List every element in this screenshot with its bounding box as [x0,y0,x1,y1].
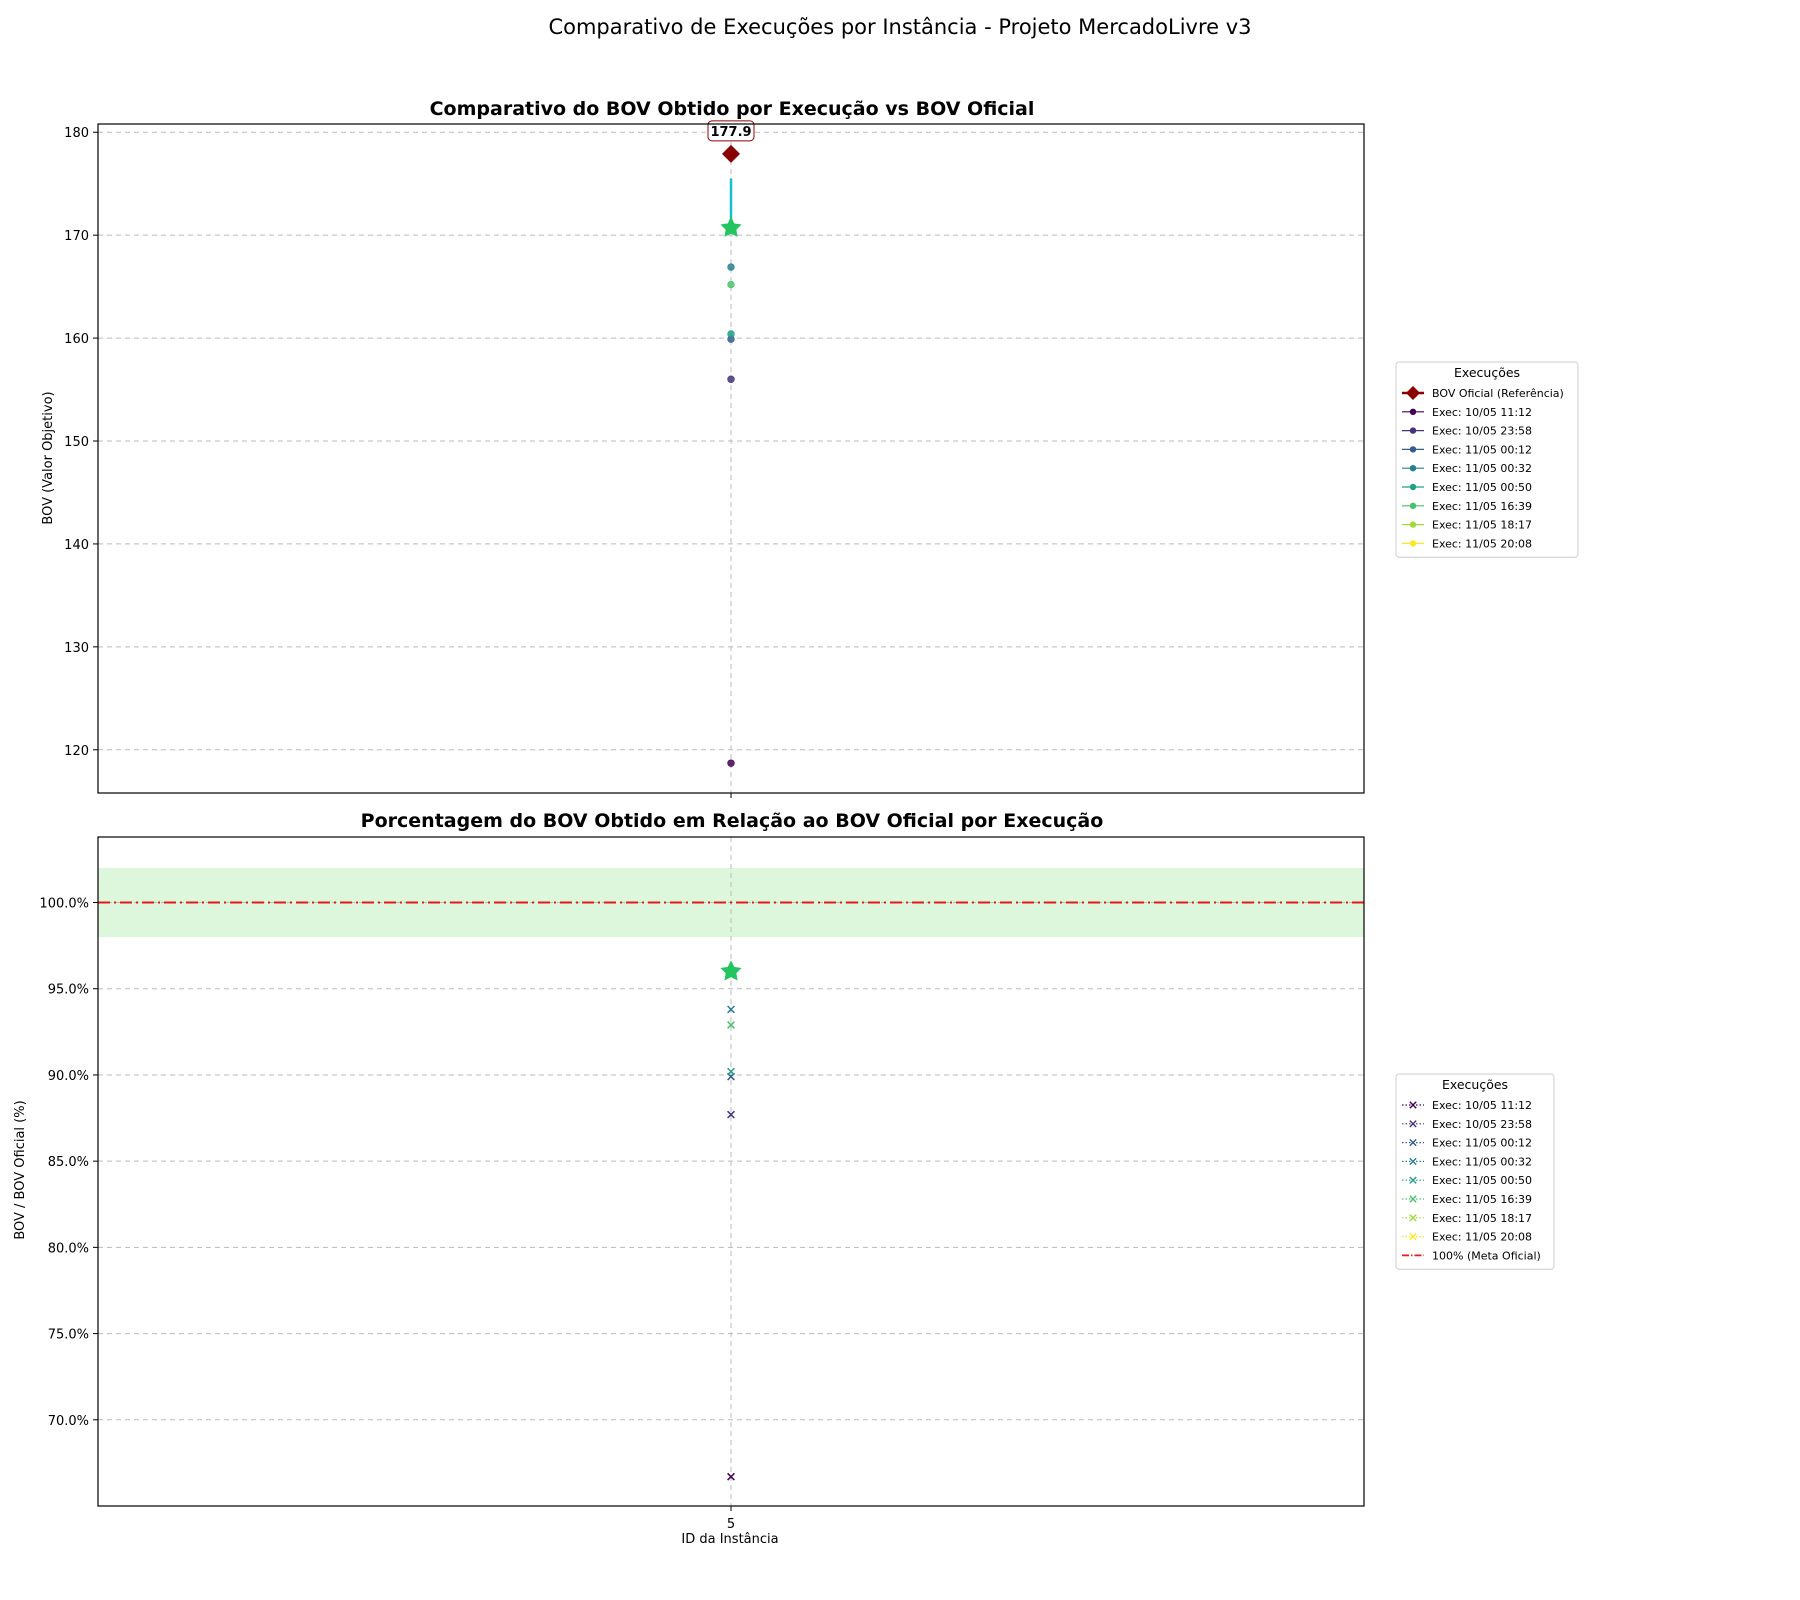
panel2-ylabel: BOV / BOV Oficial (%) [13,1100,28,1239]
legend-entry-label: Exec: 11/05 18:17 [1432,1212,1532,1225]
data-point [727,1067,735,1076]
legend-entry-label: Exec: 11/05 18:17 [1432,519,1532,532]
ytick-label: 130 [64,641,89,656]
legend-entry-label: Exec: 11/05 00:32 [1432,462,1532,475]
figure-suptitle: Comparativo de Execuções por Instância -… [548,15,1251,39]
legend-entry-label: Exec: 11/05 00:12 [1432,1137,1532,1150]
panel2-plot: 70.0% 75.0% 80.0% 85.0% 90.0% 95.0% 100.0% 5 [39,836,1365,1532]
reference-diamond [722,144,740,163]
legend-entry-label: Exec: 10/05 23:58 [1432,1118,1532,1131]
data-point [727,1021,735,1029]
legend-swatch-marker [1409,1120,1417,1128]
legend-entry-label: 100% (Meta Oficial) [1432,1249,1541,1262]
ytick-label: 170 [64,229,89,244]
data-point [727,1005,735,1014]
legend-swatch-marker [1409,502,1417,509]
legend-swatch-marker [1409,446,1417,453]
panel-bov-comparison: Comparativo do BOV Obtido por Execução v… [41,98,1579,798]
panel1-ylabel: BOV (Valor Objetivo) [41,391,56,524]
panel2-xlabel: ID da Instância [681,1532,778,1547]
data-point [727,280,735,289]
xtick-label: 5 [727,1517,735,1532]
axes-frame [97,836,1365,1507]
panel-bov-percentage: Porcentagem do BOV Obtido em Relação ao … [13,810,1555,1547]
legend-entry-label: Exec: 11/05 20:08 [1432,537,1532,550]
legend-entry-label: Exec: 10/05 11:12 [1432,1099,1532,1112]
data-point [727,1110,735,1119]
panel2-title: Porcentagem do BOV Obtido em Relação ao … [361,810,1104,832]
legend-swatch-marker [1409,1101,1417,1109]
ytick-label: 75.0% [48,1328,89,1343]
best-star-marker [720,960,742,981]
data-point [727,759,735,767]
ytick-label: 100.0% [39,897,89,912]
legend-swatch-marker [1409,1157,1417,1166]
panel1-legend: Execuções BOV Oficial (Referência) Exec: 1… [1395,361,1579,558]
panel1-title: Comparativo do BOV Obtido por Execução v… [430,98,1035,120]
ytick-label: 150 [64,435,89,450]
legend-entry-label: Exec: 11/05 20:08 [1432,1231,1532,1244]
ytick-label: 90.0% [48,1069,89,1084]
data-point [727,1472,735,1481]
best-star-marker [720,216,742,237]
ytick-label: 160 [64,332,89,347]
legend-swatch-marker [1409,427,1417,434]
legend-swatch-marker [1409,1195,1417,1203]
ytick-label: 180 [64,126,89,141]
ytick-label: 95.0% [48,983,89,998]
legend-swatch-marker [1409,1138,1417,1147]
panel1-plot: 120 130 140 150 160 170 180 177.9 [64,120,1365,798]
ytick-label: 140 [64,538,89,553]
ytick-label: 120 [64,744,89,759]
legend-entry-label: Exec: 11/05 00:50 [1432,481,1532,494]
legend-swatch-marker [1409,483,1417,491]
data-point [727,375,735,383]
legend-title: Execuções [1442,1077,1508,1092]
ytick-label: 70.0% [48,1414,89,1429]
legend-entry-label: Exec: 11/05 16:39 [1432,1193,1532,1206]
panel2-legend: Execuções Exec: 10/05 11:12 Exec: 10/05 23… [1395,1073,1555,1270]
ytick-label: 80.0% [48,1241,89,1256]
legend-swatch-marker [1409,465,1417,472]
legend-swatch-marker [1409,1214,1417,1222]
reference-label-box [707,120,755,142]
legend-swatch-marker [1409,521,1417,528]
legend-box [1395,361,1579,558]
legend-entry-label: Exec: 11/05 00:12 [1432,443,1532,456]
legend-entry-label: Exec: 10/05 23:58 [1432,425,1532,438]
legend-entry-label: Exec: 10/05 11:12 [1432,406,1532,419]
ytick-label: 85.0% [48,1155,89,1170]
legend-swatch-marker [1409,1176,1417,1184]
legend-entry-label: Exec: 11/05 00:32 [1432,1155,1532,1168]
axes-frame [97,123,1365,794]
legend-swatch-marker [1406,386,1420,400]
legend-swatch-marker [1409,1232,1417,1241]
data-point [727,330,735,338]
legend-box [1395,1073,1555,1270]
legend-swatch-marker [1409,408,1417,415]
legend-entry-label: BOV Oficial (Referência) [1432,387,1564,400]
legend-swatch-marker [1409,540,1417,547]
reference-label: 177.9 [710,125,751,140]
legend-entry-label: Exec: 11/05 16:39 [1432,500,1532,513]
legend-entry-label: Exec: 11/05 00:50 [1432,1174,1532,1187]
data-point [727,263,735,271]
legend-title: Execuções [1454,365,1520,380]
